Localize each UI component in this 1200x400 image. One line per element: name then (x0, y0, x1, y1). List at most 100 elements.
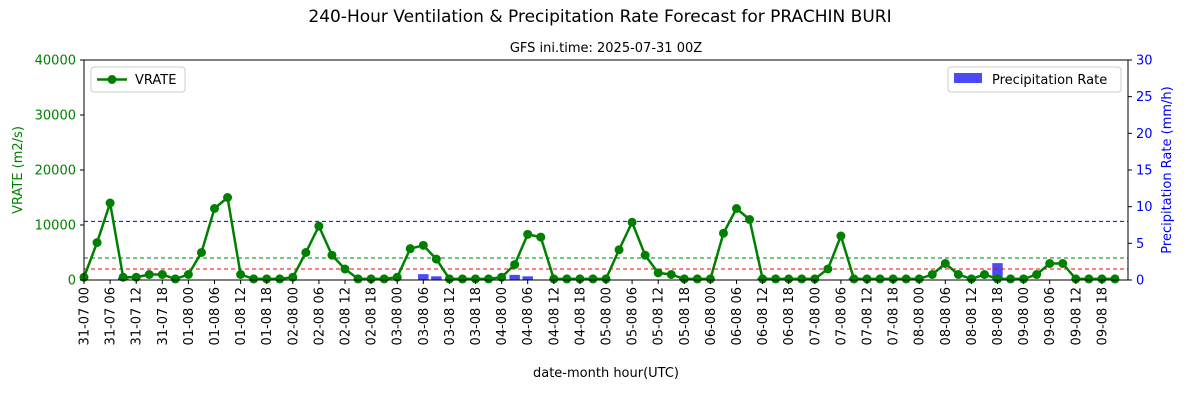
vrate-point (1045, 259, 1055, 268)
vrate-point (275, 274, 285, 284)
y-tick-label-right: 15 (1136, 164, 1153, 179)
vrate-point (523, 229, 533, 239)
vrate-point (679, 274, 689, 284)
vrate-point (823, 264, 833, 274)
vrate-point (966, 274, 976, 284)
vrate-point (979, 270, 989, 279)
vrate-point (705, 274, 715, 284)
legend-precipitation: Precipitation Rate (947, 66, 1122, 93)
x-tick-label: 31-07 18 (156, 287, 171, 345)
vrate-point (745, 215, 755, 224)
legend-vrate: VRATE (90, 66, 186, 93)
legend-precipitation-frame (947, 66, 1122, 93)
vrate-point (718, 228, 728, 238)
plot-frame (83, 59, 1129, 281)
x-tick-label: 07-08 18 (887, 287, 902, 345)
vrate-point (1071, 274, 1081, 284)
vrate-point (379, 274, 389, 284)
x-tick-label: 06-08 00 (704, 287, 719, 345)
vrate-point (1019, 274, 1029, 284)
vrate-point (353, 274, 363, 284)
vrate-point (1097, 274, 1107, 284)
vrate-point (510, 260, 520, 270)
y-tick-label-right: 25 (1136, 90, 1153, 105)
y-tick-label-left: 30000 (35, 109, 76, 124)
x-tick-label: 09-08 12 (1069, 287, 1084, 345)
vrate-point (105, 198, 115, 208)
vrate-point (536, 232, 546, 242)
vrate-point (314, 221, 324, 231)
vrate-point (327, 250, 337, 260)
legend-vrate-label: VRATE (135, 73, 176, 88)
x-tick-label: 08-08 06 (939, 287, 954, 345)
vrate-point (183, 270, 193, 279)
vrate-point (627, 217, 637, 227)
vrate-point (1032, 270, 1042, 279)
vrate-point (862, 274, 872, 284)
vrate-point (771, 274, 781, 284)
x-tick-label: 02-08 12 (339, 287, 354, 345)
y-tick-label-left: 20000 (35, 164, 76, 179)
x-tick-label: 09-08 18 (1095, 287, 1110, 345)
x-tick-label: 02-08 06 (312, 287, 327, 345)
vrate-point (549, 274, 559, 284)
y-tick-label-left: 40000 (35, 54, 76, 69)
vrate-point (1084, 274, 1094, 284)
y-tick-label-right: 10 (1136, 200, 1153, 215)
x-tick-label: 03-08 18 (469, 287, 484, 345)
x-tick-label: 04-08 00 (495, 287, 510, 345)
vrate-point (223, 193, 233, 202)
vrate-point (575, 274, 585, 284)
precip-bar (992, 263, 1003, 280)
vrate-point (1058, 259, 1068, 268)
vrate-point (888, 274, 898, 284)
vrate-point (236, 270, 246, 279)
legend-vrate-frame (90, 66, 186, 93)
x-tick-label: 01-08 06 (208, 287, 223, 345)
x-tick-label: 05-08 06 (626, 287, 641, 345)
x-tick-label: 04-08 18 (573, 287, 588, 345)
vrate-point (692, 274, 702, 284)
x-tick-label: 31-07 12 (130, 287, 145, 345)
x-tick-label: 05-08 00 (600, 287, 615, 345)
vrate-point (875, 274, 885, 284)
chart-subtitle: GFS ini.time: 2025-07-31 00Z (510, 41, 702, 56)
x-tick-label: 03-08 12 (443, 287, 458, 345)
x-tick-label: 02-08 18 (365, 287, 380, 345)
y-tick-label-left: 0 (68, 274, 76, 289)
y-tick-label-right: 30 (1136, 54, 1153, 69)
vrate-point (940, 259, 950, 268)
y-tick-label-left: 10000 (35, 219, 76, 234)
vrate-point (927, 270, 937, 279)
vrate-point (1006, 274, 1016, 284)
vrate-point (340, 264, 350, 274)
vrate-point (144, 270, 154, 279)
precip-bar (418, 274, 429, 280)
x-tick-label: 31-07 00 (78, 287, 93, 345)
x-tick-label: 06-08 18 (782, 287, 797, 345)
x-tick-label: 07-08 00 (808, 287, 823, 345)
y-tick-label-right: 20 (1136, 127, 1153, 142)
vrate-point (810, 274, 820, 284)
x-axis-label: date-month hour(UTC) (533, 366, 679, 381)
vrate-point (562, 274, 572, 284)
x-tick-label: 03-08 00 (391, 287, 406, 345)
y-tick-label-right: 5 (1136, 237, 1144, 252)
vrate-point (666, 270, 676, 279)
x-tick-label: 07-08 06 (834, 287, 849, 345)
vrate-point (457, 274, 467, 284)
x-tick-label: 02-08 00 (286, 287, 301, 345)
x-tick-label: 07-08 12 (861, 287, 876, 345)
vrate-point (431, 254, 441, 264)
vrate-point (1110, 274, 1120, 284)
x-tick-label: 31-07 06 (104, 287, 119, 345)
vrate-point (614, 245, 624, 255)
x-tick-label: 09-08 00 (1017, 287, 1032, 345)
vrate-point (640, 250, 650, 260)
vrate-point (170, 274, 180, 284)
vrate-point (836, 231, 846, 241)
vrate-point (484, 274, 494, 284)
x-tick-label: 01-08 00 (182, 287, 197, 345)
vrate-point (92, 238, 102, 248)
